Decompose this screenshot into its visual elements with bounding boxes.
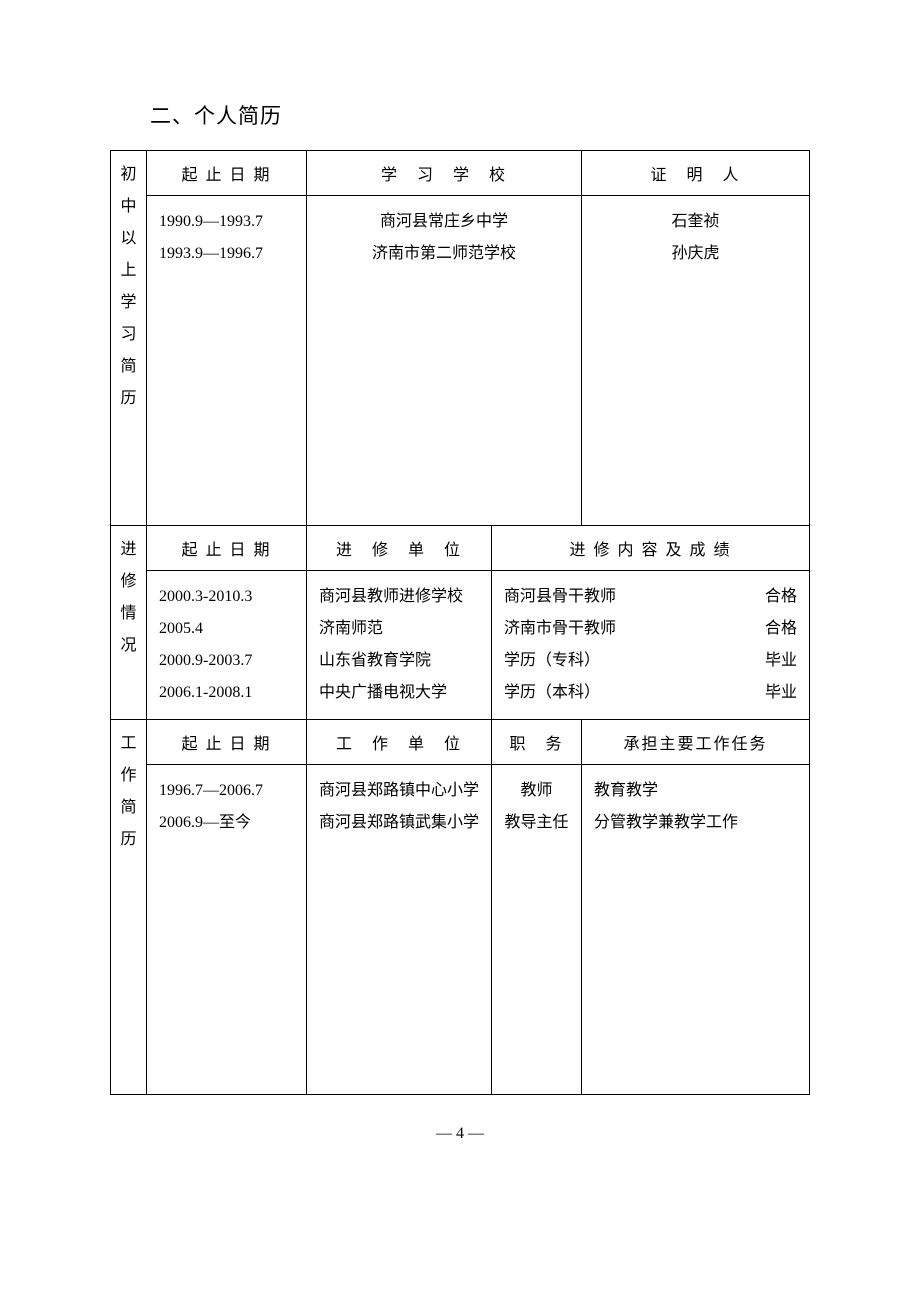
sec3-dates: 1996.7—2006.7 2006.9—至今 [147, 765, 307, 1095]
sec3-tasks: 教育教学 分管教学兼教学工作 [582, 765, 810, 1095]
head-content2: 进 修 内 容 及 成 绩 [492, 526, 810, 571]
head-date2: 起 止 日 期 [147, 526, 307, 571]
c2: 济南市骨干教师 [504, 613, 616, 645]
sec1-schools: 商河县常庄乡中学 济南市第二师范学校 [307, 196, 582, 526]
c1: 商河县骨干教师 [504, 581, 616, 613]
table-row: 1996.7—2006.7 2006.9—至今 商河县郑路镇中心小学 商河县郑路… [111, 765, 810, 1095]
table-row: 进修情况 起 止 日 期 进 修 单 位 进 修 内 容 及 成 绩 [111, 526, 810, 571]
resume-table: 初中以上学习简历 起 止 日 期 学 习 学 校 证 明 人 1990.9—19… [110, 150, 810, 1095]
section2-label: 进修情况 [111, 526, 147, 720]
sec2-units: 商河县教师进修学校 济南师范 山东省教育学院 中央广播电视大学 [307, 571, 492, 720]
sec1-refs: 石奎祯 孙庆虎 [582, 196, 810, 526]
c1r: 合格 [765, 581, 797, 613]
sec1-dates: 1990.9—1993.7 1993.9—1996.7 [147, 196, 307, 526]
sec2-contents: 商河县骨干教师合格 济南市骨干教师合格 学历（专科）毕业 学历（本科）毕业 [492, 571, 810, 720]
c2r: 合格 [765, 613, 797, 645]
head-post3: 职 务 [492, 720, 582, 765]
page-number: — 4 — [110, 1125, 810, 1143]
c4r: 毕业 [765, 677, 797, 709]
c3: 学历（专科） [504, 645, 600, 677]
c3r: 毕业 [765, 645, 797, 677]
head-task3: 承担主要工作任务 [582, 720, 810, 765]
head-ref: 证 明 人 [582, 151, 810, 196]
section3-label: 工作简历 [111, 720, 147, 1095]
head-unit2: 进 修 单 位 [307, 526, 492, 571]
section1-label: 初中以上学习简历 [111, 151, 147, 526]
sec3-posts: 教师 教导主任 [492, 765, 582, 1095]
table-row: 2000.3-2010.3 2005.4 2000.9-2003.7 2006.… [111, 571, 810, 720]
table-row: 工作简历 起 止 日 期 工 作 单 位 职 务 承担主要工作任务 [111, 720, 810, 765]
table-row: 初中以上学习简历 起 止 日 期 学 习 学 校 证 明 人 [111, 151, 810, 196]
head-date3: 起 止 日 期 [147, 720, 307, 765]
head-date: 起 止 日 期 [147, 151, 307, 196]
sec3-units: 商河县郑路镇中心小学 商河县郑路镇武集小学 [307, 765, 492, 1095]
c4: 学历（本科） [504, 677, 600, 709]
sec2-dates: 2000.3-2010.3 2005.4 2000.9-2003.7 2006.… [147, 571, 307, 720]
head-school: 学 习 学 校 [307, 151, 582, 196]
table-row: 1990.9—1993.7 1993.9—1996.7 商河县常庄乡中学 济南市… [111, 196, 810, 526]
head-unit3: 工 作 单 位 [307, 720, 492, 765]
section-title: 二、个人简历 [150, 100, 810, 130]
